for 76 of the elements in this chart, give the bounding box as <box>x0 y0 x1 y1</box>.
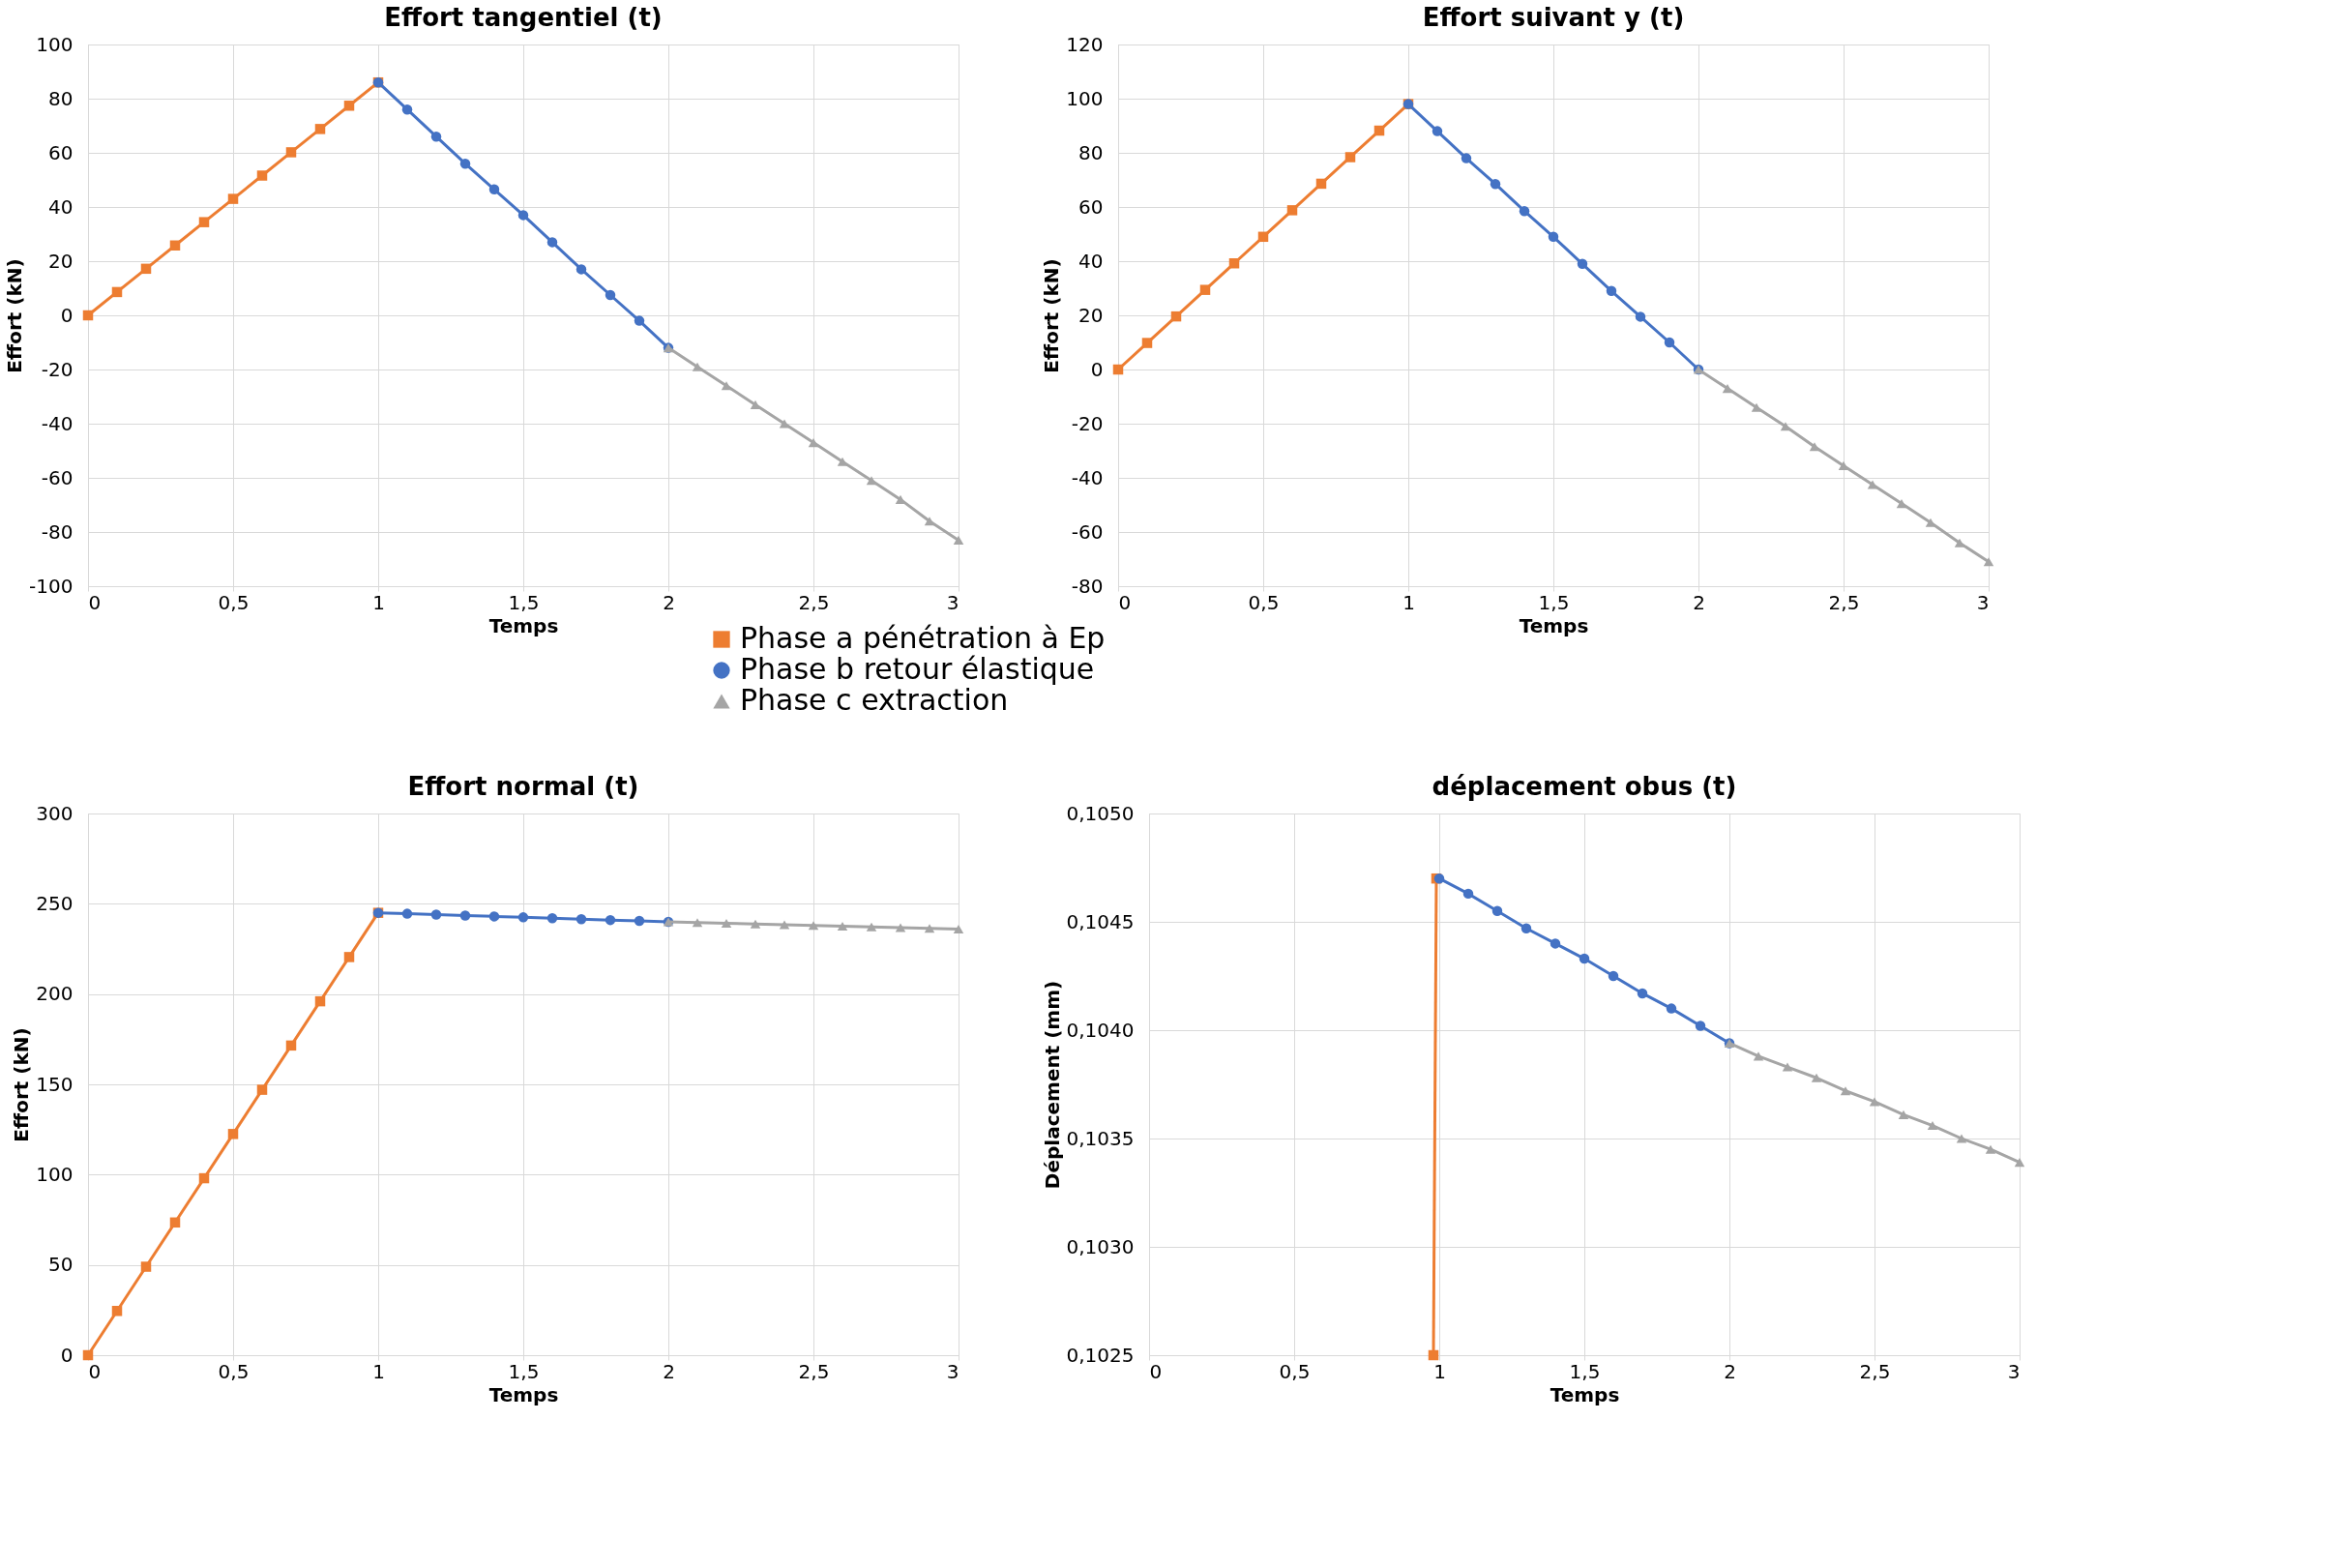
y-axis-title: Effort (kN) <box>1040 258 1064 373</box>
y-tick-label: -100 <box>29 574 74 598</box>
y-tick-label: 200 <box>36 982 74 1006</box>
legend-label: Phase c extraction <box>740 683 1009 717</box>
chart-title: Effort suivant y (t) <box>1422 3 1685 32</box>
chart-title: déplacement obus (t) <box>1432 772 1737 801</box>
y-tick-label: -60 <box>1071 519 1104 544</box>
y-axis-title: Effort (kN) <box>10 1027 34 1142</box>
x-tick-label: 0,5 <box>1248 590 1280 614</box>
x-tick-label: 0,5 <box>218 1359 250 1383</box>
y-tick-label: -80 <box>1071 574 1104 598</box>
y-tick-label: 0,1040 <box>1066 1018 1135 1042</box>
y-tick-label: 0,1025 <box>1066 1343 1135 1367</box>
y-tick-label: 40 <box>1078 249 1104 273</box>
y-tick-label: -40 <box>1071 465 1104 489</box>
y-tick-label: 80 <box>1078 140 1104 164</box>
y-tick-label: 300 <box>36 801 74 825</box>
y-tick-label: 0,1050 <box>1066 801 1135 825</box>
y-tick-label: 0 <box>60 303 74 327</box>
y-tick-label: 100 <box>36 1162 74 1186</box>
x-tick-label: 0 <box>88 1359 102 1383</box>
x-tick-label: 2 <box>1693 590 1705 614</box>
y-tick-label: 0,1045 <box>1066 909 1135 933</box>
x-tick-label: 2,5 <box>1828 590 1860 614</box>
x-tick-label: 1,5 <box>1538 590 1570 614</box>
y-axis-title: Effort (kN) <box>3 258 27 373</box>
chart-title: Effort normal (t) <box>407 772 639 801</box>
y-tick-label: -20 <box>1071 411 1104 435</box>
x-tick-label: 1 <box>1433 1359 1446 1383</box>
y-tick-label: 60 <box>48 140 74 164</box>
x-tick-label: 1 <box>372 1359 385 1383</box>
x-tick-label: 3 <box>1976 590 1990 614</box>
y-tick-label: -60 <box>41 465 74 489</box>
y-axis-title: Déplacement (mm) <box>1040 980 1064 1190</box>
y-tick-label: 0 <box>1090 357 1104 381</box>
y-tick-label: -40 <box>41 411 74 435</box>
x-tick-label: 1,5 <box>1569 1359 1601 1383</box>
y-tick-label: 50 <box>48 1253 74 1277</box>
x-tick-label: 1 <box>1402 590 1415 614</box>
x-tick-label: 2,5 <box>798 1359 830 1383</box>
x-tick-label: 3 <box>946 1359 959 1383</box>
x-tick-label: 2 <box>663 1359 675 1383</box>
x-axis-title: Temps <box>1550 1382 1620 1406</box>
y-tick-label: 120 <box>1066 32 1104 56</box>
y-tick-label: 0,1030 <box>1066 1234 1135 1258</box>
y-tick-label: 40 <box>48 194 74 219</box>
x-tick-label: 0,5 <box>1279 1359 1311 1383</box>
y-tick-label: 60 <box>1078 194 1104 219</box>
y-tick-label: -20 <box>41 357 74 381</box>
y-tick-label: -80 <box>41 519 74 544</box>
y-tick-label: 100 <box>36 32 74 56</box>
x-tick-label: 2 <box>663 590 675 614</box>
x-tick-label: 2,5 <box>1859 1359 1891 1383</box>
x-axis-title: Temps <box>488 1382 559 1406</box>
x-tick-label: 2,5 <box>798 590 830 614</box>
x-tick-label: 1 <box>372 590 385 614</box>
y-tick-label: 100 <box>1066 86 1104 110</box>
x-tick-label: 3 <box>946 590 959 614</box>
x-axis-title: Temps <box>1519 613 1589 637</box>
x-tick-label: 1,5 <box>508 1359 540 1383</box>
x-tick-label: 2 <box>1724 1359 1736 1383</box>
y-tick-label: 20 <box>1078 303 1104 327</box>
legend-label: Phase a pénétration à Ep <box>740 621 1106 655</box>
y-tick-label: 20 <box>48 249 74 273</box>
x-axis-title: Temps <box>488 613 559 637</box>
chart-title: Effort tangentiel (t) <box>384 3 663 32</box>
x-tick-label: 3 <box>2007 1359 2021 1383</box>
y-tick-label: 150 <box>36 1072 74 1096</box>
y-tick-label: 80 <box>48 86 74 110</box>
x-tick-label: 0,5 <box>218 590 250 614</box>
x-tick-label: 1,5 <box>508 590 540 614</box>
x-tick-label: 0 <box>1149 1359 1163 1383</box>
x-tick-label: 0 <box>88 590 102 614</box>
y-tick-label: 0,1035 <box>1066 1126 1135 1150</box>
y-tick-label: 250 <box>36 891 74 915</box>
y-tick-label: 0 <box>60 1343 74 1367</box>
